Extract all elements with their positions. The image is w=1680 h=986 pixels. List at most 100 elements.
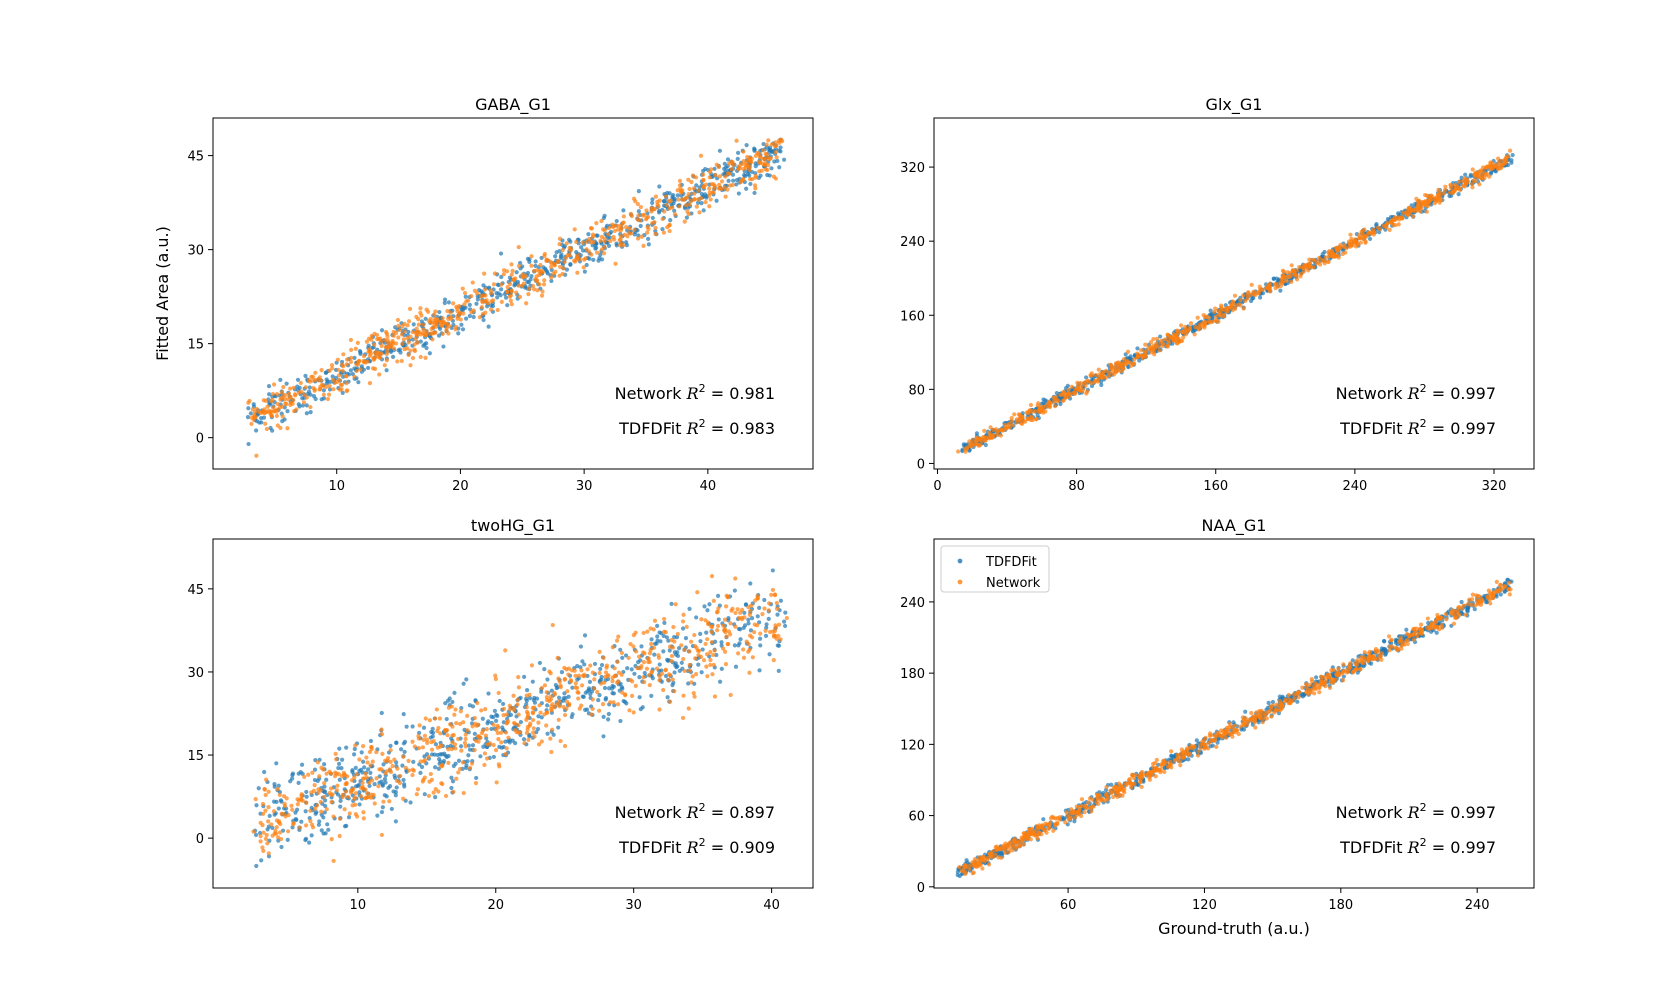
data-point: [451, 301, 455, 305]
data-point: [310, 771, 314, 775]
data-point: [512, 721, 516, 725]
data-point: [556, 656, 560, 660]
data-point: [394, 741, 398, 745]
data-point: [400, 332, 404, 336]
data-point: [376, 784, 380, 788]
data-point: [572, 259, 576, 263]
y-tick-label: 320: [900, 161, 925, 176]
data-point: [1243, 710, 1247, 714]
data-point: [1471, 167, 1475, 171]
data-point: [708, 658, 712, 662]
data-point: [988, 433, 992, 437]
data-point: [1349, 239, 1353, 243]
data-point: [1143, 342, 1147, 346]
data-point: [254, 797, 258, 801]
data-point: [504, 296, 508, 300]
data-point: [494, 719, 498, 723]
data-point: [355, 369, 359, 373]
data-point: [429, 317, 433, 321]
data-point: [1034, 417, 1038, 421]
data-point: [661, 688, 665, 692]
data-point: [337, 378, 341, 382]
data-point: [366, 366, 370, 370]
data-point: [333, 771, 337, 775]
data-point: [1139, 348, 1143, 352]
data-point: [314, 397, 318, 401]
data-point: [304, 809, 308, 813]
data-point: [553, 254, 557, 258]
data-point: [1249, 299, 1253, 303]
data-point: [402, 712, 406, 716]
data-point: [752, 191, 756, 195]
data-point: [540, 739, 544, 743]
data-point: [607, 244, 611, 248]
data-point: [338, 778, 342, 782]
data-point: [668, 700, 672, 704]
data-point: [1149, 350, 1153, 354]
data-point: [1217, 309, 1221, 313]
data-point: [428, 718, 432, 722]
data-point: [637, 675, 641, 679]
data-point: [703, 167, 707, 171]
data-point: [723, 618, 727, 622]
data-point: [737, 191, 741, 195]
data-point: [674, 661, 678, 665]
data-point: [274, 761, 278, 765]
data-point: [668, 673, 672, 677]
data-point: [769, 166, 773, 170]
data-point: [1230, 304, 1234, 308]
data-point: [406, 759, 410, 763]
data-point: [760, 169, 764, 173]
data-point: [380, 810, 384, 814]
data-point: [461, 287, 465, 291]
data-point: [701, 173, 705, 177]
data-point: [611, 700, 615, 704]
data-point: [346, 795, 350, 799]
data-point: [502, 707, 506, 711]
data-point: [604, 697, 608, 701]
data-point: [462, 682, 466, 686]
data-point: [463, 291, 467, 295]
data-point: [710, 630, 714, 634]
data-point: [703, 618, 707, 622]
data-point: [764, 622, 768, 626]
data-point: [366, 767, 370, 771]
data-point: [550, 708, 554, 712]
data-point: [322, 393, 326, 397]
data-point: [768, 173, 772, 177]
data-point: [752, 630, 756, 634]
data-point: [380, 328, 384, 332]
data-point: [670, 205, 674, 209]
data-point: [600, 663, 604, 667]
data-point: [345, 357, 349, 361]
data-point: [330, 837, 334, 841]
data-point: [259, 411, 263, 415]
data-point: [701, 178, 705, 182]
data-point: [639, 644, 643, 648]
data-point: [1459, 600, 1463, 604]
data-point: [421, 328, 425, 332]
x-tick-label: 40: [700, 479, 717, 494]
data-point: [1448, 183, 1452, 187]
data-point: [304, 801, 308, 805]
data-point: [590, 707, 594, 711]
data-point: [361, 786, 365, 790]
data-point: [407, 340, 411, 344]
data-point: [649, 637, 653, 641]
data-point: [748, 581, 752, 585]
data-point: [1067, 392, 1071, 396]
data-point: [417, 323, 421, 327]
data-point: [454, 325, 458, 329]
data-point: [372, 343, 376, 347]
data-point: [536, 721, 540, 725]
data-point: [516, 723, 520, 727]
data-point: [549, 750, 553, 754]
data-point: [1126, 350, 1130, 354]
data-point: [516, 675, 520, 679]
data-point: [508, 740, 512, 744]
data-point: [651, 216, 655, 220]
data-point: [517, 712, 521, 716]
data-point: [486, 719, 490, 723]
data-point: [525, 731, 529, 735]
data-point: [341, 352, 345, 356]
